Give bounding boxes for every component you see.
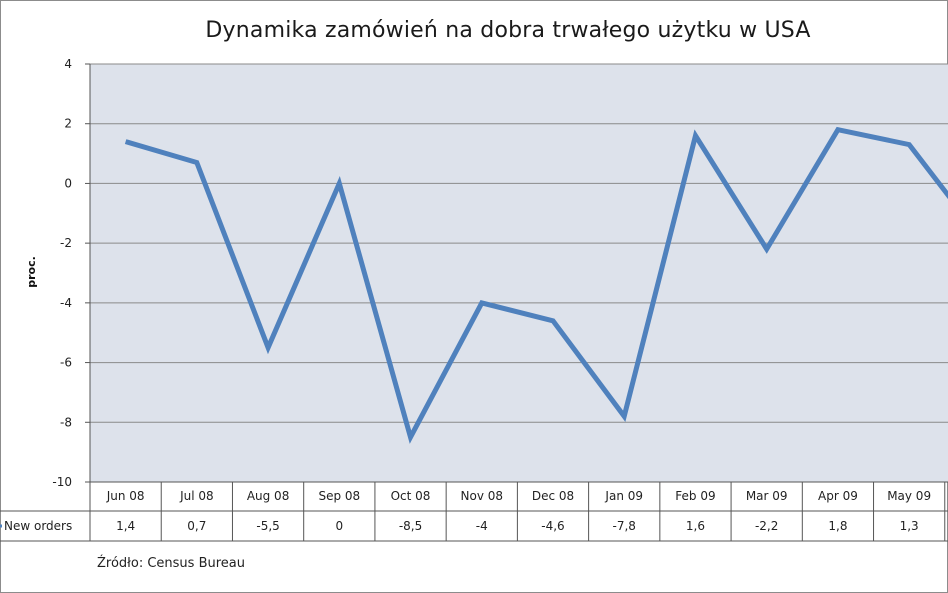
data-label: -8,5 bbox=[399, 519, 422, 533]
data-label: 0,7 bbox=[187, 519, 206, 533]
x-tick-label: Jun 08 bbox=[106, 489, 145, 503]
x-tick-label: Oct 08 bbox=[391, 489, 431, 503]
x-tick-label: May 09 bbox=[887, 489, 931, 503]
y-tick-label: -4 bbox=[60, 296, 72, 310]
x-tick-label: Jan 09 bbox=[604, 489, 643, 503]
data-label: -2,2 bbox=[755, 519, 778, 533]
x-tick-label: Mar 09 bbox=[746, 489, 788, 503]
y-tick-label: -10 bbox=[52, 475, 72, 489]
y-tick-label: 2 bbox=[64, 117, 72, 131]
x-tick-label: Apr 09 bbox=[818, 489, 858, 503]
axis-layer: 4 2 0 -2 -4 -6 -8 -10 bbox=[52, 57, 91, 541]
data-table: Jun 08 Jul 08 Aug 08 Sep 08 Oct 08 Nov 08 Dec … bbox=[0, 481, 948, 542]
data-label: 1,4 bbox=[116, 519, 135, 533]
data-label: -7,8 bbox=[613, 519, 636, 533]
y-tick-label: -8 bbox=[60, 415, 72, 429]
x-tick-label: Feb 09 bbox=[675, 489, 715, 503]
y-axis-label: proc. bbox=[25, 256, 38, 288]
data-label: -4,6 bbox=[541, 519, 564, 533]
y-tick-label: -2 bbox=[60, 236, 72, 250]
x-tick-label: Sep 08 bbox=[318, 489, 360, 503]
y-tick-label: 4 bbox=[64, 57, 72, 71]
y-tick-label: -6 bbox=[60, 356, 72, 370]
x-tick-label: Jul 08 bbox=[179, 489, 214, 503]
x-tick-label: Dec 08 bbox=[532, 489, 574, 503]
data-label: 1,6 bbox=[686, 519, 705, 533]
chart-title: Dynamika zamówień na dobra trwałego użyt… bbox=[205, 18, 811, 43]
legend-series-name: New orders bbox=[4, 519, 72, 533]
series-layer bbox=[124, 126, 948, 444]
data-label: -5,5 bbox=[256, 519, 279, 533]
x-tick-label: Aug 08 bbox=[247, 489, 290, 503]
data-label: -4 bbox=[476, 519, 488, 533]
y-tick-label: 0 bbox=[64, 176, 72, 190]
grid-layer bbox=[90, 63, 948, 483]
data-label: 0 bbox=[335, 519, 343, 533]
data-label: 1,3 bbox=[900, 519, 919, 533]
source-note: Źródło: Census Bureau bbox=[97, 556, 245, 571]
x-tick-label: Nov 08 bbox=[461, 489, 504, 503]
data-label: 1,8 bbox=[828, 519, 847, 533]
plot-area bbox=[90, 64, 948, 482]
